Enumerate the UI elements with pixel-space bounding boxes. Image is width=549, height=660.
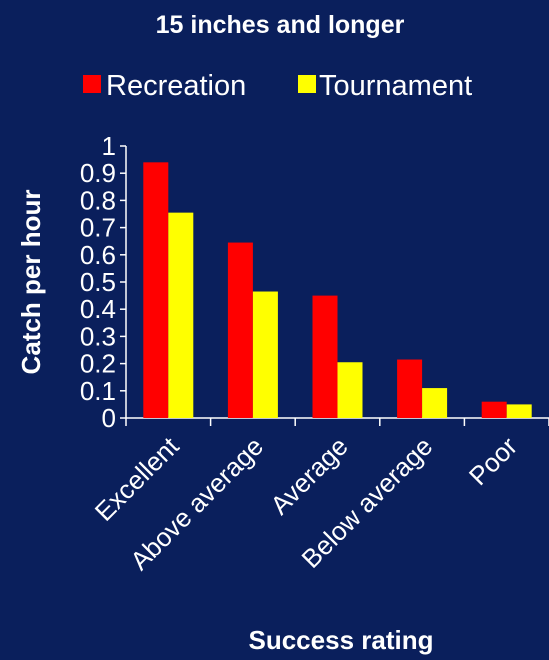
chart-title: 15 inches and longer xyxy=(156,11,405,39)
y-tick-label: 0.1 xyxy=(80,376,116,406)
y-tick-label: 0.3 xyxy=(80,321,116,351)
plot-area: 00.10.20.30.40.50.60.70.80.91ExcellentAb… xyxy=(80,131,549,576)
y-tick-label: 0 xyxy=(102,403,116,433)
bar-recreation-below-average xyxy=(397,359,423,418)
bar-tournament-above-average xyxy=(252,291,278,418)
y-tick-label: 0.2 xyxy=(80,349,116,379)
y-tick-label: 0.6 xyxy=(80,240,116,270)
bar-tournament-poor xyxy=(506,404,532,418)
y-tick-label: 0.8 xyxy=(80,185,116,215)
bar-tournament-below-average xyxy=(422,388,448,418)
legend-swatch-recreation xyxy=(83,75,101,93)
bar-recreation-excellent xyxy=(143,162,169,418)
legend-label-tournament: Tournament xyxy=(319,70,472,102)
y-axis-label: Catch per hour xyxy=(16,190,46,375)
bar-recreation-average xyxy=(312,295,338,418)
y-tick-label: 0.9 xyxy=(80,158,116,188)
bar-recreation-poor xyxy=(481,401,507,418)
bar-tournament-excellent xyxy=(168,212,194,418)
y-tick-label: 0.5 xyxy=(80,267,116,297)
x-axis-label: Success rating xyxy=(249,625,434,655)
bar-recreation-above-average xyxy=(227,242,253,418)
legend-label-recreation: Recreation xyxy=(106,70,246,102)
bar-tournament-average xyxy=(337,362,363,418)
y-tick-label: 1 xyxy=(102,131,116,161)
legend-swatch-tournament xyxy=(298,75,316,93)
y-tick-label: 0.4 xyxy=(80,294,116,324)
legend: Recreation Tournament xyxy=(83,70,472,102)
x-tick-label: Poor xyxy=(463,431,523,491)
y-tick-label: 0.7 xyxy=(80,213,116,243)
